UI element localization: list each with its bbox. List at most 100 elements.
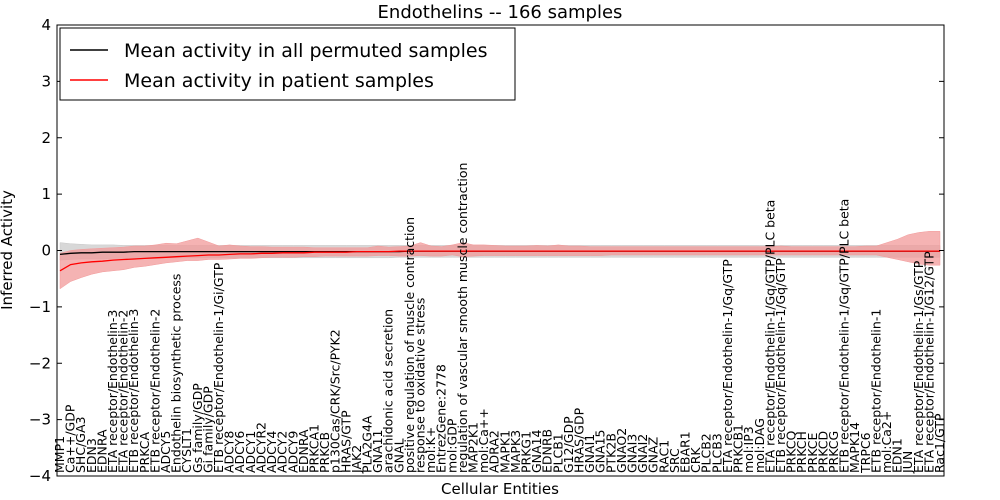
x-tick-label: ETA receptor/Endothelin-1/Gq/GTP/PLC bet… <box>762 200 777 473</box>
x-tick-label: PRKCG <box>826 431 841 473</box>
x-tick-label: RAC1 <box>656 440 671 473</box>
x-tick-label: PLCB1 <box>550 433 565 473</box>
x-tick-label: PRKCA1 <box>307 424 322 473</box>
x-tick-label: HRAS/GTP <box>338 410 353 473</box>
x-tick-label: GNA14 <box>529 429 544 473</box>
x-tick-label: PRKCE <box>805 433 820 473</box>
chart-title: Endothelins -- 166 samples <box>378 2 623 23</box>
x-tick-label: ETA receptor/Endothelin-2 <box>116 310 131 473</box>
x-tick-label: MMP1 <box>52 436 67 473</box>
x-tick-label: PRKCB <box>317 432 332 473</box>
x-tick-label: ADCY4 <box>264 431 279 473</box>
x-tick-label: HRAS/GDP <box>572 407 587 473</box>
y-tick-label: −3 <box>29 411 51 429</box>
x-tick-label: PTK2B <box>603 433 618 473</box>
x-tick-label: mol:K+ <box>423 427 438 473</box>
x-tick-label: GNAZ <box>646 437 661 473</box>
x-tick-label: ADCY8 <box>222 431 237 473</box>
x-tick-label: mol:IP3 <box>741 426 756 473</box>
x-tick-label: positive regulation of muscle contractio… <box>402 217 417 473</box>
x-tick-label: PRKCA <box>137 432 152 473</box>
x-tick-label: EDNRB <box>540 429 555 473</box>
x-tick-label: ETB receptor/Endothelin-1/Gq/GTP/PLC bet… <box>837 199 852 473</box>
legend-box <box>59 27 516 101</box>
x-tick-label: G12/GDP <box>561 416 576 473</box>
legend-label-permuted: Mean activity in all permuted samples <box>124 40 487 62</box>
x-tick-label: GNAL <box>391 438 406 473</box>
x-tick-label: GNAO2 <box>614 428 629 473</box>
x-tick-label: PRKCQ <box>784 431 799 473</box>
x-tick-label: Ca++/GDP <box>63 404 78 473</box>
x-tick-label: PRKCB1 <box>731 424 746 473</box>
x-tick-label: MAPK3 <box>508 430 523 473</box>
y-tick-label: 3 <box>41 72 51 90</box>
x-tick-label: PLCB3 <box>709 433 724 473</box>
x-tick-label: EBAR1 <box>678 431 693 473</box>
y-tick-label: 4 <box>41 16 51 34</box>
x-tick-label: MAPK1 <box>497 430 512 473</box>
x-tick-label: GNAI1 <box>582 434 597 473</box>
x-tick-label: PRKG1 <box>519 431 534 473</box>
series-lines <box>59 250 940 272</box>
x-tick-label: Gs family/GDP <box>190 383 205 473</box>
x-tick-label: mol:GDP <box>444 418 459 473</box>
x-tick-label: CRK <box>688 447 703 473</box>
x-tick-label: PRKCD <box>815 431 830 473</box>
legend: Mean activity in all permuted samples Me… <box>59 27 516 101</box>
x-axis-label: Cellular Entities <box>441 480 559 498</box>
x-tick-label: PLA2G4A <box>360 415 375 473</box>
x-tick-label: arachidonic acid secretion <box>381 309 396 473</box>
y-tick-label: 1 <box>41 185 51 203</box>
patient-mean-line <box>59 250 940 272</box>
x-tick-label: PRKCH <box>794 431 809 473</box>
legend-label-patient: Mean activity in patient samples <box>124 70 434 92</box>
x-tick-label: mol:Ca2+ <box>879 411 894 473</box>
y-tick-label: 2 <box>41 129 51 147</box>
y-tick-label: −4 <box>29 467 51 485</box>
x-tick-label: ADCY1 <box>243 431 258 473</box>
x-tick-label: SRC <box>667 448 682 473</box>
x-tick-label: MAPK14 <box>847 422 862 473</box>
x-tick-label: ETA receptor/Endothelin-1/Gs/GTP <box>911 260 926 473</box>
x-tick-label: ETA receptor/Endothelin-1/Gq/GTP <box>720 259 735 473</box>
x-tick-label: GNA11 <box>370 430 385 474</box>
x-tick-label: ETB receptor/Endothelin-1/Gq/GTP <box>773 258 788 473</box>
x-tick-label: GNAI2 <box>635 434 650 473</box>
x-tick-label: p130Cas/CRK/Src/PYK2 <box>328 329 343 473</box>
x-tick-label: EDNRA <box>94 429 109 473</box>
patient-band <box>59 231 941 290</box>
x-tick-label: mol:Ca++ <box>476 408 491 473</box>
x-tick-label: ETB receptor/Endothelin-2 <box>147 309 162 473</box>
x-tick-label: PLCB2 <box>699 433 714 473</box>
x-tick-label: ADCY6 <box>232 431 247 473</box>
x-tick-label: JAK2 <box>349 445 364 474</box>
x-tick-label: mol:DAG <box>752 418 767 473</box>
x-tick-label: response to oxidative stress <box>413 298 428 473</box>
x-tick-label: GNAI3 <box>625 434 640 473</box>
x-tick-label: MAP2K1 <box>466 422 481 473</box>
x-tick-label: EntrezGene:2778 <box>434 364 449 473</box>
x-tick-label: ETB receptor/Endothelin-1/Gi/GTP <box>211 262 226 473</box>
x-tick-label: TRPC6 <box>858 432 873 474</box>
x-tick-label: GNA15 <box>593 430 608 474</box>
x-tick-label: ADRA2 <box>487 430 502 473</box>
x-tick-label: ETB receptor/Endothelin-1 <box>868 309 883 473</box>
x-tick-label: Gi family/GDP <box>200 386 215 473</box>
x-tick-label: EDN1 <box>890 438 905 473</box>
x-tick-label: ETA receptor/Endothelin-1/G12/GTP <box>921 251 936 473</box>
y-tick-label: 0 <box>41 242 51 260</box>
y-tick-label: −1 <box>29 298 51 316</box>
x-tick-label: ADCYR2 <box>253 422 268 473</box>
x-tick-label: ETB receptor/Endothelin-3 <box>126 309 141 473</box>
x-tick-label: CYSLT1 <box>179 428 194 473</box>
x-tick-label: ADCY9 <box>285 431 300 473</box>
y-axis: 4 3 2 1 0 −1 −2 −3 −4 <box>29 16 944 485</box>
x-tick-label: EDNRA <box>296 429 311 473</box>
plot-frame <box>56 24 945 477</box>
x-tick-label: ETA receptor/Endothelin-3 <box>105 310 120 473</box>
x-tick-label: Rac1/GTP <box>932 413 947 473</box>
x-tick-label: JUN <box>900 451 915 474</box>
x-tick-label: Endothelin biosynthetic process <box>169 274 184 473</box>
